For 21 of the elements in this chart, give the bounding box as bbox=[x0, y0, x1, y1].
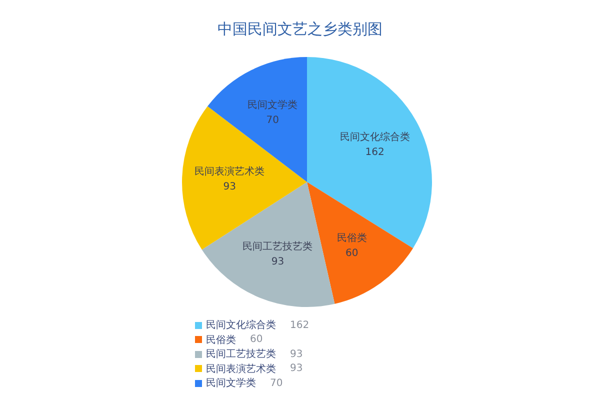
slice-label: 民间文化综合类 bbox=[340, 131, 410, 144]
slice-label: 民间文学类 bbox=[248, 99, 298, 112]
data-label: 162 bbox=[365, 147, 384, 158]
slice-label: 民俗类 bbox=[336, 232, 367, 244]
data-label: 93 bbox=[271, 256, 284, 268]
legend-label: 民间文化综合类 bbox=[206, 318, 276, 332]
text: 70 bbox=[270, 378, 283, 389]
legend-label: 民俗类 bbox=[206, 334, 236, 347]
legend-label: 民间表演艺术类 bbox=[206, 362, 276, 376]
text: 60 bbox=[250, 334, 263, 346]
data-label: 70 bbox=[266, 115, 279, 126]
slice-label: 民间表演艺术类 bbox=[194, 166, 265, 178]
chart-title: 中国民间文艺之乡类别图 bbox=[216, 20, 384, 39]
slice-label: 民间工艺技艺类 bbox=[242, 240, 313, 252]
legend-label: 民间工艺技艺类 bbox=[206, 348, 276, 362]
text: 162 bbox=[290, 320, 310, 331]
text: 93 bbox=[290, 348, 303, 360]
data-label: 60 bbox=[346, 248, 358, 259]
text: 93 bbox=[290, 363, 303, 374]
data-label: 93 bbox=[223, 182, 236, 193]
legend-label: 民间文学类 bbox=[206, 376, 256, 390]
